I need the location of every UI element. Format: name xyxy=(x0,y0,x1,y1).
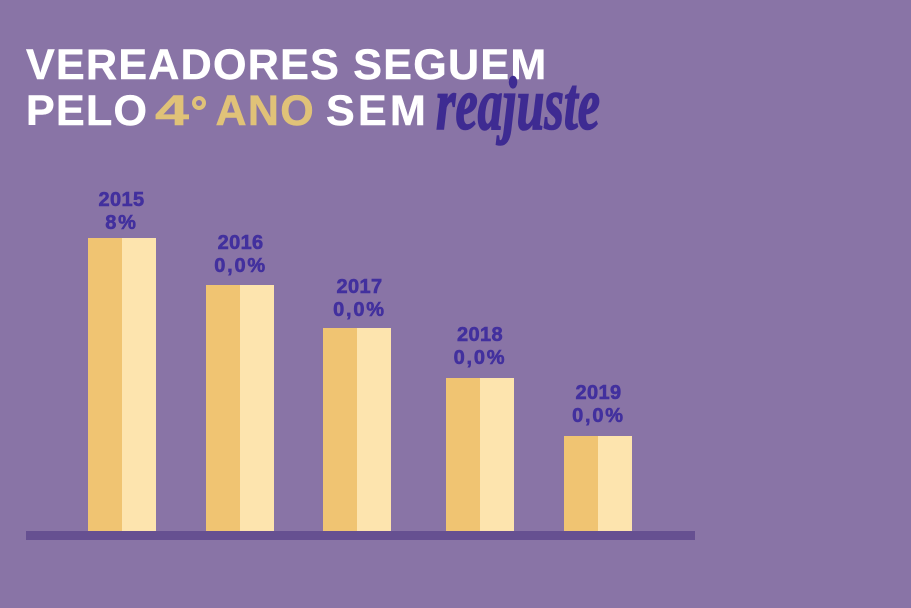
svg-text:reajuste: reajuste xyxy=(436,63,600,146)
